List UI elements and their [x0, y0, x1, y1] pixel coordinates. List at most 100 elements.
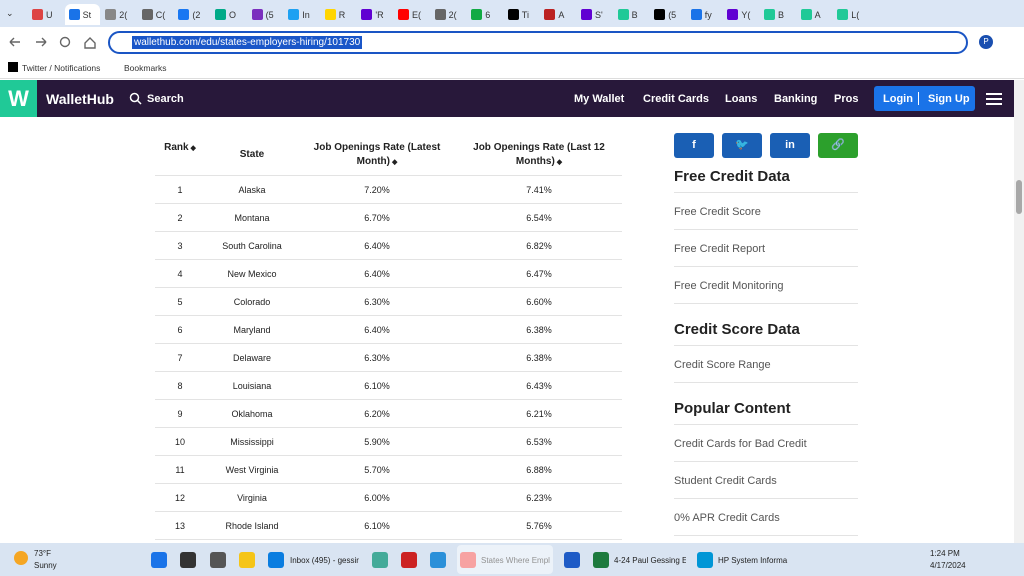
tab-icon [32, 9, 43, 20]
separator [674, 266, 858, 267]
nav-link[interactable]: Credit Cards [643, 93, 710, 105]
table-cell: Mississippi [230, 437, 274, 447]
separator [674, 498, 858, 499]
tab-title: In [302, 9, 310, 20]
nav-link[interactable]: My Wallet [574, 93, 625, 105]
sidebar-link[interactable]: 0% APR Credit Cards [674, 512, 780, 524]
tab[interactable]: 2( [101, 4, 136, 25]
tab[interactable]: B [614, 4, 649, 25]
logo[interactable]: WalletHub [46, 91, 114, 107]
tab[interactable]: (2 [174, 4, 209, 25]
share-button[interactable]: 🐦 [722, 133, 762, 158]
nav-link[interactable]: Banking [774, 93, 818, 105]
tab[interactable]: 6 [467, 4, 502, 25]
tab[interactable]: 2( [431, 4, 466, 25]
clock-time[interactable]: 1:24 PM [930, 549, 960, 558]
taskbar-icon[interactable] [430, 552, 446, 568]
search[interactable]: Search [147, 93, 184, 105]
sidebar-link[interactable]: Student Credit Cards [674, 475, 777, 487]
tab[interactable]: B [760, 4, 795, 25]
tab[interactable]: U [28, 4, 63, 25]
tab-icon [727, 9, 739, 20]
tab[interactable]: Ti [504, 4, 539, 25]
bookmark[interactable]: Twitter / Notifications [22, 63, 101, 73]
nav-link[interactable]: Pros [834, 93, 859, 105]
table-cell: 12 [174, 493, 185, 503]
tab-icon [434, 9, 446, 20]
tab-title: C( [155, 9, 166, 20]
table-cell: 6.40% [364, 241, 390, 251]
url[interactable]: wallethub.com/edu/states-employers-hirin… [132, 36, 363, 49]
tab[interactable]: 'R [357, 4, 392, 25]
taskbar-icon[interactable] [697, 552, 713, 568]
column-header[interactable]: State [239, 149, 265, 160]
sort-icon[interactable]: ◆ [554, 159, 563, 166]
profile[interactable]: P [979, 35, 993, 49]
taskbar-app[interactable]: HP System Informa [718, 556, 788, 565]
taskbar-icon[interactable] [180, 552, 196, 568]
tab[interactable]: A [797, 4, 832, 25]
taskbar-app[interactable]: Inbox (495) - gessir [290, 556, 359, 565]
weather-text[interactable]: Sunny [34, 561, 57, 570]
taskbar-icon[interactable] [593, 552, 609, 568]
tab-icon [105, 9, 117, 20]
clock-date[interactable]: 4/17/2024 [930, 561, 966, 570]
bookmark[interactable]: Bookmarks [124, 63, 167, 73]
tab[interactable]: Y( [723, 4, 758, 25]
table-cell: 6.00% [364, 493, 390, 503]
sidebar-link[interactable]: Free Credit Monitoring [674, 280, 784, 292]
scrollbar[interactable] [1014, 80, 1024, 543]
taskbar-icon[interactable] [210, 552, 226, 568]
tab[interactable]: S' [577, 4, 612, 25]
sidebar-link[interactable]: Free Credit Score [674, 206, 761, 218]
tab[interactable]: St [64, 4, 100, 25]
tab[interactable]: C( [138, 4, 173, 25]
taskbar-icon[interactable] [564, 552, 580, 568]
tab[interactable]: L( [833, 4, 868, 25]
sidebar-link[interactable]: Free Credit Report [674, 243, 766, 255]
login-button[interactable] [874, 86, 975, 111]
tab-title: St [82, 9, 92, 20]
menu-icon[interactable] [986, 92, 1002, 106]
table-cell: 6.10% [364, 521, 390, 531]
share-button[interactable]: in [770, 133, 810, 158]
tab[interactable]: E( [394, 4, 429, 25]
tab[interactable]: (5 [248, 4, 283, 25]
row-line [155, 455, 622, 456]
logo-mark[interactable]: W [0, 80, 37, 117]
share-button[interactable]: 🔗 [818, 133, 858, 158]
taskbar-icon[interactable] [239, 552, 255, 568]
table-cell: Rhode Island [225, 521, 279, 531]
taskbar-icon[interactable] [268, 552, 284, 568]
tab[interactable]: fy [687, 4, 722, 25]
tab[interactable]: A [540, 4, 575, 25]
sort-icon[interactable]: ◆ [390, 159, 398, 166]
table-cell: 6.38% [526, 353, 552, 363]
column-header[interactable]: Job Openings Rate (Latest Month) ◆ [313, 142, 441, 167]
share-button[interactable]: f [674, 133, 714, 158]
signup[interactable]: Sign Up [928, 93, 970, 105]
column-header[interactable]: Rank ◆ [164, 142, 196, 153]
sort-icon[interactable]: ◆ [188, 145, 196, 152]
sidebar-link[interactable]: Credit Score Range [674, 359, 771, 371]
tab[interactable]: O [211, 4, 246, 25]
taskbar-icon[interactable] [151, 552, 167, 568]
row-line [155, 427, 622, 428]
tab-dropdown[interactable]: ⌄ [6, 8, 14, 18]
column-header[interactable]: Job Openings Rate (Last 12 Months) ◆ [473, 142, 605, 167]
taskbar-app[interactable]: 4-24 Paul Gessing E [614, 556, 686, 565]
table-cell: 11 [175, 465, 185, 475]
tab[interactable]: R [321, 4, 356, 25]
tab[interactable]: In [284, 4, 319, 25]
active-app[interactable] [457, 545, 553, 574]
tab-icon [361, 9, 373, 20]
weather-temp[interactable]: 73°F [34, 549, 51, 558]
login[interactable]: Login [883, 93, 913, 105]
table-cell: New Mexico [227, 269, 277, 279]
tab[interactable]: (5 [650, 4, 685, 25]
sidebar-link[interactable]: Credit Cards for Bad Credit [674, 438, 807, 450]
taskbar-icon[interactable] [401, 552, 417, 568]
nav-link[interactable]: Loans [725, 93, 758, 105]
taskbar-icon[interactable] [372, 552, 388, 568]
table-cell: Montana [234, 213, 270, 223]
